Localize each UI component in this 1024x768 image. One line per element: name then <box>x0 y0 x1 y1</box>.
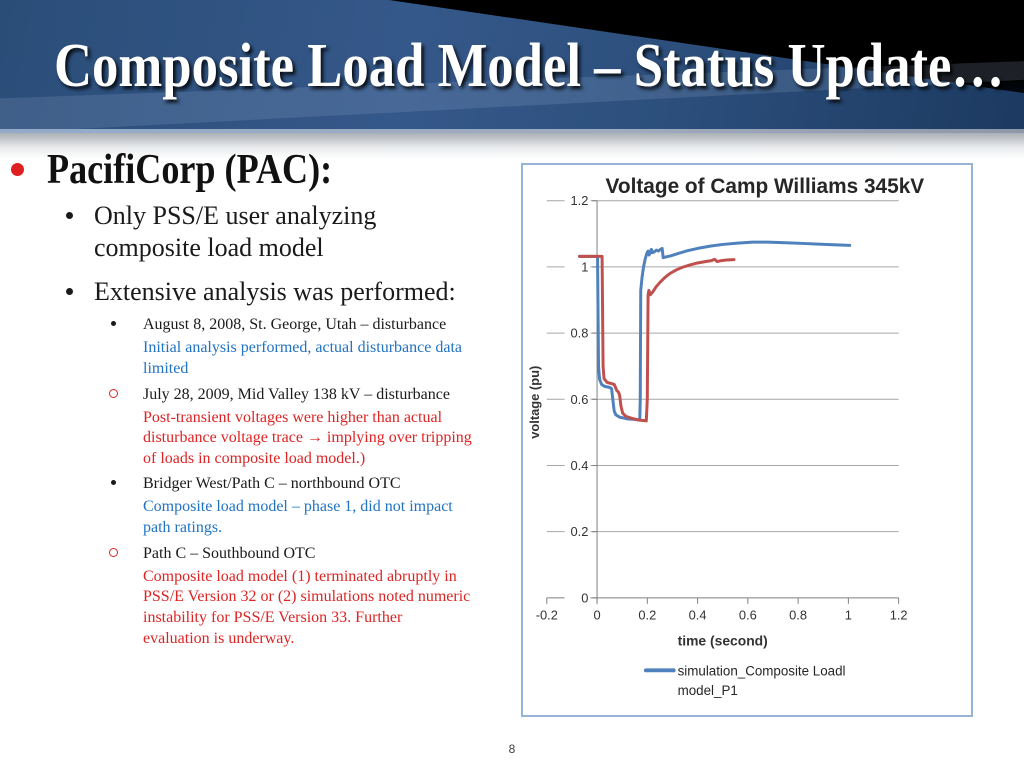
voltage-chart: 0 0.2 0.4 0.6 0.8 1 1.2 -0.2 0 0.2 0.4 0.6 0.8 1 1.2 ti… <box>527 175 925 698</box>
note-text: Composite load model (1) terminated abru… <box>0 567 521 650</box>
note-text: Initial analysis performed, actual distu… <box>0 338 521 380</box>
text-line: PSS/E Version 32 or (2) simulations note… <box>143 588 471 606</box>
banner-bottom-strip <box>0 129 1024 133</box>
y-label-bg <box>564 391 591 408</box>
bullet-list: PacifiCorp (PAC): Only PSS/E user analyzi… <box>0 148 521 654</box>
y-label-bg <box>564 523 591 540</box>
text-line: Only PSS/E user analyzing <box>94 201 377 230</box>
y-tick-label: 0.6 <box>571 392 589 407</box>
y-label-bg <box>564 258 591 275</box>
bullet-item-level3: Path C – Southbound OTC <box>0 543 521 564</box>
x-tick-label: 1.2 <box>890 608 908 623</box>
text-line: of loads in composite load model.) <box>143 450 366 468</box>
banner-shadow-gradient <box>0 133 1024 159</box>
bullet-marker-disc-black <box>111 479 116 485</box>
text-line: Extensive analysis was performed: <box>94 277 456 306</box>
text-line: Composite load model (1) terminated abru… <box>143 567 457 585</box>
y-tick-label: 0 <box>581 590 588 605</box>
x-tick-label: 0.2 <box>638 608 656 623</box>
text-line: Path C – Southbound OTC <box>143 544 316 562</box>
x-tick-label: 0 <box>593 608 600 623</box>
y-label-bg <box>564 457 591 474</box>
bullet-marker-disc-black <box>111 321 116 326</box>
text-line: August 8, 2008, St. George, Utah – distu… <box>143 316 447 333</box>
text-line: evaluation is underway. <box>143 629 295 647</box>
x-tick-label: -0.2 <box>536 608 558 623</box>
y-tick-label: 0.8 <box>571 326 589 341</box>
chart-panel: 0 0.2 0.4 0.6 0.8 1 1.2 -0.2 0 0.2 0.4 0.6 0.8 1 1.2 ti… <box>521 163 973 717</box>
bullet-marker-disc-black <box>66 288 73 295</box>
bullet-marker-circle-red <box>109 388 118 398</box>
text-line: path ratings. <box>143 518 223 536</box>
bullet-marker-disc-red <box>11 163 24 176</box>
text-line: Composite load model – phase 1, did not … <box>143 497 453 515</box>
x-tick-label: 0.6 <box>739 608 757 623</box>
series-line-red <box>578 254 736 423</box>
page-number: 8 <box>508 742 516 756</box>
bullet-item-level2: Extensive analysis was performed: <box>0 276 521 308</box>
text-line: Initial analysis performed, actual distu… <box>143 339 462 356</box>
text-line: Bridger West/Path C – northbound OTC <box>143 474 401 492</box>
slide-title: Composite Load Model – Status Update… <box>54 32 1005 100</box>
x-tick-label: 1 <box>845 608 852 623</box>
bullet-item-level3: Bridger West/Path C – northbound OTC <box>0 473 521 494</box>
y-label-bg <box>564 325 591 342</box>
note-text: Post-transient voltages were higher than… <box>0 408 521 470</box>
y-tick-label: 0.2 <box>571 524 589 539</box>
y-tick-label: 0.4 <box>571 458 589 473</box>
y-label-bg <box>564 589 591 606</box>
bullet-item-level3: August 8, 2008, St. George, Utah – distu… <box>0 314 521 335</box>
bullet-item-level2: Only PSS/E user analyzing composite load … <box>0 200 521 264</box>
series-line-blue <box>578 240 852 422</box>
note-text: Composite load model – phase 1, did not … <box>0 497 521 539</box>
text-line: instability for PSS/E Version 33. Furthe… <box>143 609 403 627</box>
x-axis-title: time (second) <box>678 632 768 648</box>
bullet-marker-disc-black <box>66 212 73 219</box>
bullet-marker-circle-red <box>109 547 118 557</box>
y-tick-label: 1 <box>581 259 588 274</box>
text-line: Post-transient voltages were higher than… <box>143 408 443 426</box>
y-axis-title: voltage (pu) <box>527 366 542 439</box>
legend-label-line2: model_P1 <box>678 683 738 698</box>
y-label-bg <box>564 192 591 209</box>
legend-label-line1: simulation_Composite Loadl <box>678 663 846 678</box>
bullet-item-level1: PacifiCorp (PAC): <box>0 148 521 192</box>
x-tick-label: 0.8 <box>789 608 807 623</box>
text-line: limited <box>143 359 189 377</box>
y-tick-label: 1.2 <box>571 193 589 208</box>
chart-title: Voltage of Camp Williams 345kV <box>606 175 925 198</box>
text-line: disturbance voltage trace → implying ove… <box>143 429 472 447</box>
text-line: PacifiCorp (PAC): <box>47 147 333 193</box>
text-line: composite load model <box>94 233 324 262</box>
bullet-item-level3: July 28, 2009, Mid Valley 138 kV – distu… <box>0 384 521 405</box>
text-line: July 28, 2009, Mid Valley 138 kV – distu… <box>143 385 450 403</box>
x-tick-label: 0.4 <box>689 608 707 623</box>
title-banner: Composite Load Model – Status Update… <box>0 0 1024 133</box>
